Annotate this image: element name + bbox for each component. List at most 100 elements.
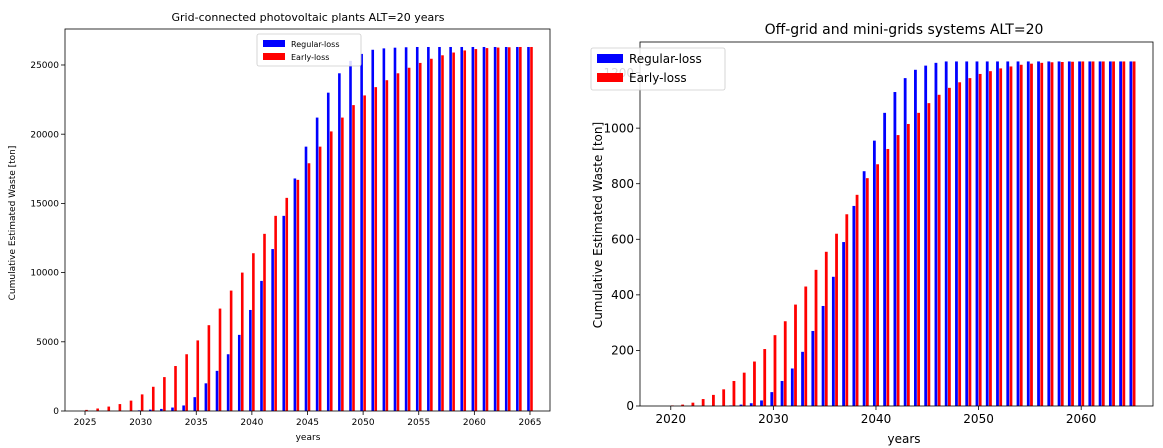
bar-early-loss-2029 (129, 400, 133, 411)
bar-early-loss-2048 (341, 117, 344, 411)
bar-regular-loss-2054 (1016, 61, 1020, 406)
bar-regular-loss-2055 (415, 46, 419, 412)
legend-swatch-early-loss (263, 53, 285, 60)
bar-early-loss-2034 (814, 269, 818, 406)
chart-right-panel: Off-grid and mini-grids systems ALT=20 y… (585, 0, 1163, 448)
bar-regular-loss-2058 (1057, 61, 1061, 406)
bars-group (85, 46, 533, 412)
chart-left-title: Grid-connected photovoltaic plants ALT=2… (172, 11, 445, 24)
legend-swatch-early-loss (597, 73, 623, 82)
bar-regular-loss-2042 (893, 92, 897, 407)
chart-right-title: Off-grid and mini-grids systems ALT=20 (765, 22, 1044, 38)
bar-regular-loss-2063 (1108, 61, 1112, 406)
bar-early-loss-2032 (163, 377, 166, 411)
bar-regular-loss-2041 (260, 280, 263, 411)
bar-regular-loss-2028 (749, 403, 753, 406)
bar-early-loss-2040 (252, 253, 255, 411)
bar-early-loss-2039 (240, 272, 244, 411)
bar-early-loss-2041 (886, 148, 890, 407)
bar-early-loss-2043 (906, 123, 910, 406)
bar-early-loss-2059 (1071, 61, 1074, 406)
bar-early-loss-2035 (196, 340, 200, 411)
bar-early-loss-2033 (174, 366, 177, 411)
bar-regular-loss-2056 (427, 46, 430, 412)
bar-early-loss-2036 (207, 325, 211, 411)
bar-early-loss-2057 (441, 55, 444, 412)
bar-early-loss-2060 (474, 49, 478, 411)
bar-early-loss-2052 (385, 80, 389, 412)
bar-early-loss-2046 (318, 146, 322, 411)
bar-regular-loss-2044 (914, 69, 917, 406)
legend: Regular-loss Early-loss (590, 47, 726, 91)
bar-regular-loss-2036 (831, 276, 835, 406)
x-tick-label: 2040 (240, 418, 263, 428)
bar-regular-loss-2040 (872, 140, 876, 406)
bar-early-loss-2058 (1060, 62, 1064, 406)
bar-regular-loss-2047 (944, 61, 948, 406)
plot-frame (639, 41, 1154, 407)
bar-early-loss-2026 (732, 380, 736, 406)
bar-regular-loss-2052 (996, 61, 999, 406)
x-tick-label: 2050 (352, 418, 375, 428)
chart-left-xlabel: years (296, 433, 321, 443)
bar-early-loss-2062 (496, 47, 500, 412)
bar-early-loss-2063 (507, 47, 511, 412)
bar-early-loss-2054 (1019, 64, 1023, 406)
bar-regular-loss-2060 (471, 46, 475, 412)
bar-early-loss-2064 (519, 46, 522, 412)
bar-early-loss-2062 (1101, 61, 1105, 406)
legend-label-early-loss: Early-loss (629, 71, 687, 85)
bar-regular-loss-2050 (975, 61, 979, 406)
bar-early-loss-2042 (896, 135, 900, 406)
bar-regular-loss-2035 (821, 305, 825, 406)
bar-regular-loss-2027 (739, 404, 743, 406)
x-tick-label: 2060 (1066, 412, 1097, 426)
bar-regular-loss-2043 (282, 215, 286, 411)
bar-regular-loss-2054 (404, 47, 408, 412)
chart-left-ylabel: Cumulative Estimated Waste [ton] (8, 146, 18, 301)
bars-group (670, 61, 1136, 407)
bar-early-loss-2028 (118, 404, 122, 411)
bar-regular-loss-2062 (493, 46, 497, 412)
x-tick-label: 2065 (519, 418, 542, 428)
bar-regular-loss-2037 (215, 370, 219, 411)
bar-early-loss-2053 (1009, 66, 1013, 406)
bar-early-loss-2029 (763, 349, 767, 406)
legend-box (590, 47, 726, 91)
bar-early-loss-2048 (958, 82, 962, 406)
bar-early-loss-2038 (855, 194, 859, 406)
y-tick-label: 0 (53, 407, 59, 417)
bar-early-loss-2049 (968, 78, 972, 407)
bar-early-loss-2065 (1132, 61, 1136, 406)
chart-right: Off-grid and mini-grids systems ALT=20 y… (590, 22, 1154, 446)
chart-right-ylabel: Cumulative Estimated Waste [ton] (591, 122, 605, 328)
bar-regular-loss-2049 (349, 60, 352, 411)
bar-regular-loss-2041 (883, 112, 887, 406)
bar-early-loss-2044 (296, 179, 300, 411)
bar-early-loss-2038 (229, 290, 233, 411)
bar-early-loss-2047 (948, 87, 951, 406)
y-tick-label: 20000 (30, 130, 59, 140)
bar-regular-loss-2059 (1067, 61, 1071, 406)
bar-early-loss-2061 (1091, 61, 1095, 406)
bar-early-loss-2064 (1122, 61, 1126, 406)
bar-regular-loss-2065 (527, 46, 530, 412)
y-tick-label: 1000 (603, 121, 634, 135)
x-tick-label: 2050 (963, 412, 994, 426)
legend-label-early-loss: Early-loss (291, 53, 329, 62)
bar-regular-loss-2030 (770, 392, 774, 406)
bar-regular-loss-2057 (1047, 61, 1051, 406)
bar-early-loss-2063 (1112, 61, 1115, 406)
bar-early-loss-2030 (773, 335, 777, 406)
bar-early-loss-2060 (1081, 61, 1085, 406)
bar-early-loss-2040 (876, 164, 879, 406)
bar-early-loss-2036 (835, 233, 838, 406)
y-tick-label: 10000 (30, 269, 59, 279)
bar-early-loss-2050 (978, 73, 982, 406)
y-tick-label: 15000 (30, 200, 59, 210)
bar-early-loss-2030 (140, 394, 144, 411)
bar-early-loss-2035 (824, 251, 828, 406)
legend: Regular-loss Early-loss (256, 33, 362, 67)
legend-label-regular-loss: Regular-loss (629, 52, 702, 66)
bar-early-loss-2044 (917, 112, 921, 406)
